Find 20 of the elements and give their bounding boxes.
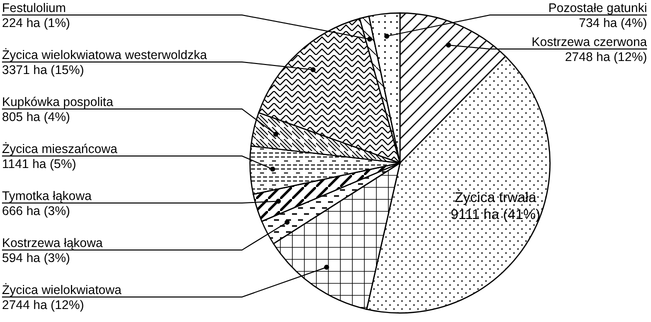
slice-label: Kostrzewa łąkowa bbox=[2, 236, 103, 250]
slice-label: Życica wielokwiatowa bbox=[2, 283, 122, 297]
slice-label: Tymotka łąkowa bbox=[2, 189, 92, 203]
data-label: 9111 ha (41%) bbox=[450, 206, 540, 222]
slice-label: Kostrzewa czerwona bbox=[532, 35, 648, 49]
data-label: 224 ha (1%) bbox=[2, 16, 70, 30]
data-label: 1141 ha (5%) bbox=[2, 157, 76, 171]
slice-label: Festulolium bbox=[2, 1, 66, 15]
slice-label: Pozostałe gatunki bbox=[548, 1, 647, 15]
data-label: 2748 ha (12%) bbox=[564, 50, 647, 64]
slice-label: Życica trwała bbox=[454, 188, 537, 205]
data-label: 3371 ha (15%) bbox=[2, 63, 84, 77]
slice-label: Życica wielokwiatowa westerwoldzka bbox=[2, 48, 207, 62]
data-label: 805 ha (4%) bbox=[2, 110, 70, 124]
data-label: 594 ha (3%) bbox=[2, 251, 70, 265]
data-label: 2744 ha (12%) bbox=[2, 298, 84, 312]
data-label: 666 ha (3%) bbox=[2, 204, 70, 218]
slice-label: Kupkówka pospolita bbox=[2, 95, 114, 109]
data-label: 734 ha (4%) bbox=[578, 16, 647, 30]
slice-label: Życica mieszańcowa bbox=[2, 142, 118, 156]
